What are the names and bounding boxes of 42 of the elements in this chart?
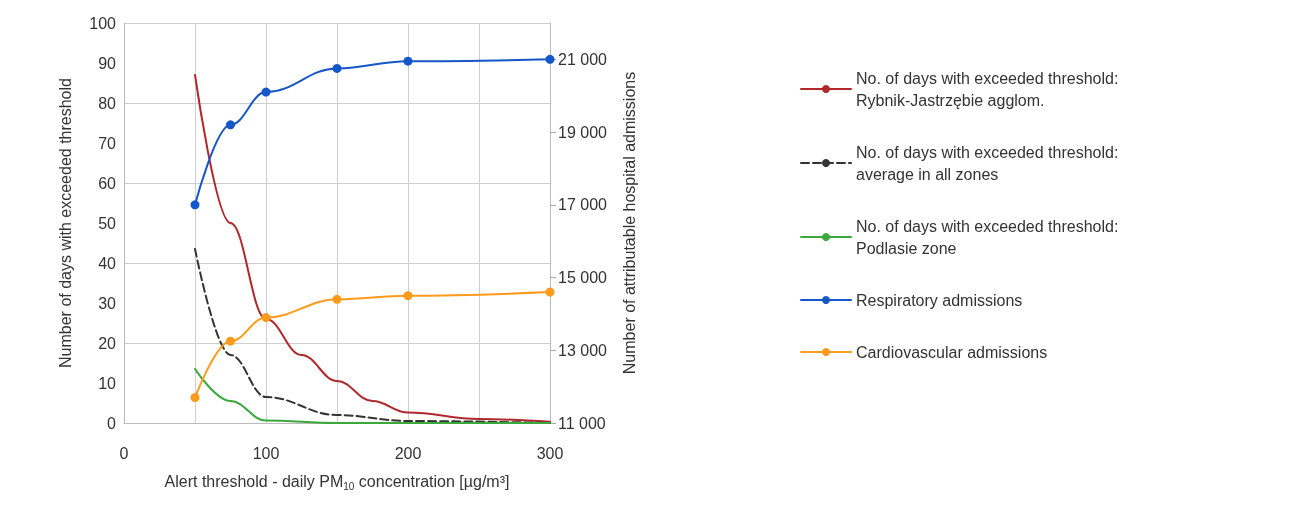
legend-label: Cardiovascular admissions (856, 343, 1048, 361)
point (332, 294, 342, 304)
point (403, 56, 413, 66)
y-tick-label: 10 (98, 374, 117, 392)
y2-tick-label: 11 000 (558, 414, 606, 432)
y2-tick-label: 15 000 (558, 269, 608, 287)
point (545, 54, 555, 64)
point (261, 87, 271, 97)
x-tick-label: 100 (252, 444, 280, 462)
y-tick-label: 70 (98, 134, 117, 152)
y2-tick-label: 21 000 (558, 50, 608, 68)
legend-label: No. of days with exceeded threshold: Podlasie zone (856, 217, 1123, 257)
x-tick-label: 300 (536, 444, 564, 462)
y2-tick-label: 19 000 (558, 123, 608, 141)
y-tick-label: 60 (98, 174, 117, 192)
y-tick-label: 30 (98, 294, 117, 312)
point (332, 63, 342, 73)
x-tick-label: 200 (394, 444, 422, 462)
point (226, 336, 235, 346)
point (403, 291, 413, 301)
point (545, 287, 555, 297)
y2-tick-label: 13 000 (558, 341, 608, 359)
legend-label: No. of days with exceeded threshold: Rybnik-Jastrzębie agglom. (856, 69, 1123, 109)
line-series (194, 368, 551, 424)
line-series (194, 74, 551, 423)
y-tick-label: 90 (98, 54, 117, 72)
y-tick-label: 50 (98, 214, 117, 232)
y-tick-label: 100 (89, 14, 117, 32)
y-tick-label: 0 (107, 414, 117, 432)
legend-label: No. of days with exceeded threshold: average in all zones (856, 143, 1123, 183)
y2-tick-label: 17 000 (558, 196, 608, 214)
point (226, 120, 235, 130)
y-tick-label: 40 (98, 254, 117, 272)
y2-axis-title: Number of attributable hospital admissions (620, 71, 638, 375)
point (190, 200, 200, 210)
point (261, 313, 271, 323)
legend-label: Respiratory admissions (856, 291, 1023, 309)
x-tick-label: 0 (119, 444, 129, 462)
point (190, 393, 200, 403)
y-tick-label: 20 (98, 334, 117, 352)
y-tick-label: 80 (98, 94, 117, 112)
y-axis-title: Number of days with exceeded threshold (56, 78, 74, 368)
